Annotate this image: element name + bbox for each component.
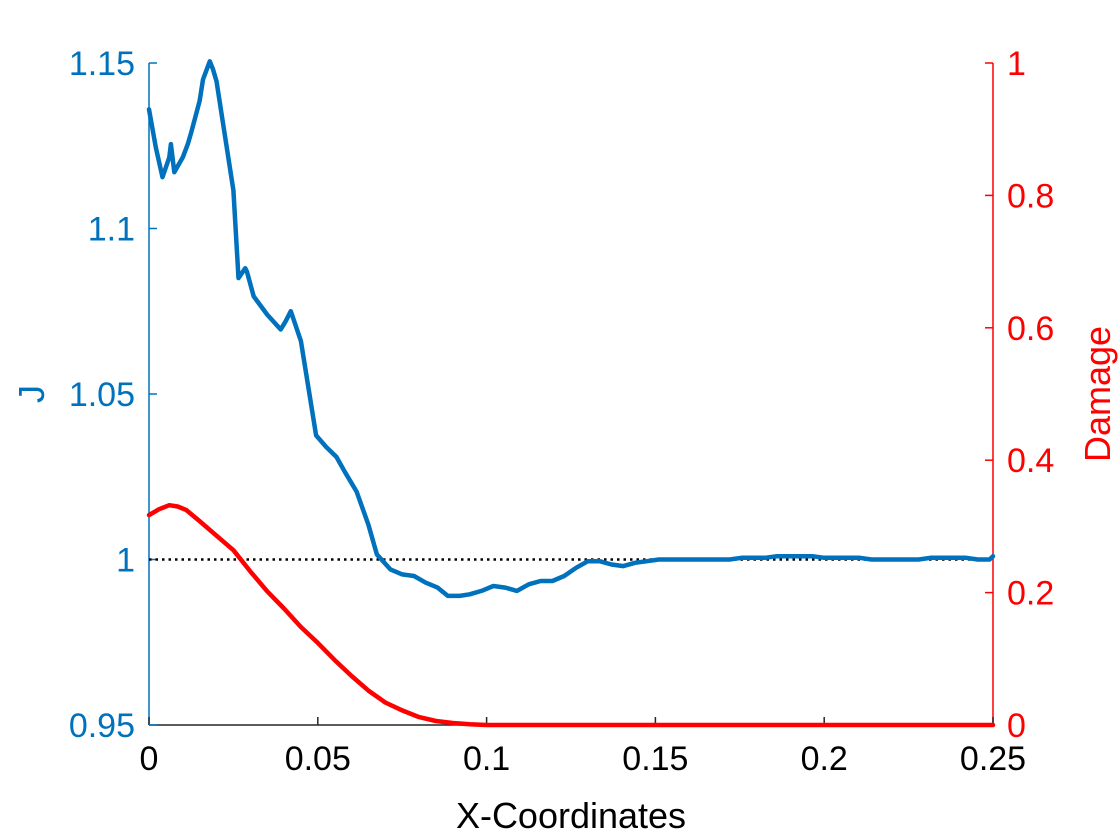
axes	[148, 62, 994, 726]
right-y-tick-label: 0.4	[1007, 442, 1054, 480]
right-y-tick-label: 0	[1007, 707, 1026, 745]
left-y-tick-label: 1.15	[69, 45, 135, 83]
left-y-tick-label: 1.05	[69, 376, 135, 414]
x-axis-title: X-Coordinates	[456, 795, 686, 836]
x-tick-label: 0	[140, 740, 159, 778]
x-tick-label: 0.15	[622, 740, 688, 778]
left-y-tick-label: 0.95	[69, 707, 135, 745]
j-series-line	[146, 59, 996, 599]
tick-labels: 0 0.05 0.1 0.15 0.2 0.25 0.95 1 1.05 1.1 1.15 0 0.2 0…	[69, 45, 1054, 778]
x-tick-label: 0.2	[801, 740, 848, 778]
right-y-tick-label: 0.2	[1007, 575, 1054, 613]
damage-series-line	[146, 502, 996, 728]
x-tick-label: 0.25	[960, 740, 1026, 778]
x-tick-label: 0.1	[463, 740, 510, 778]
x-tick-label: 0.05	[285, 740, 351, 778]
right-y-axis-title: Damage	[1077, 326, 1118, 462]
right-y-tick-label: 0.8	[1007, 177, 1054, 215]
plot-lines	[146, 59, 996, 728]
left-y-tick-label: 1.1	[88, 211, 135, 249]
right-y-tick-label: 1	[1007, 45, 1026, 83]
left-y-tick-label: 1	[116, 542, 135, 580]
right-y-tick-label: 0.6	[1007, 310, 1054, 348]
left-y-axis-title: J	[11, 385, 52, 403]
